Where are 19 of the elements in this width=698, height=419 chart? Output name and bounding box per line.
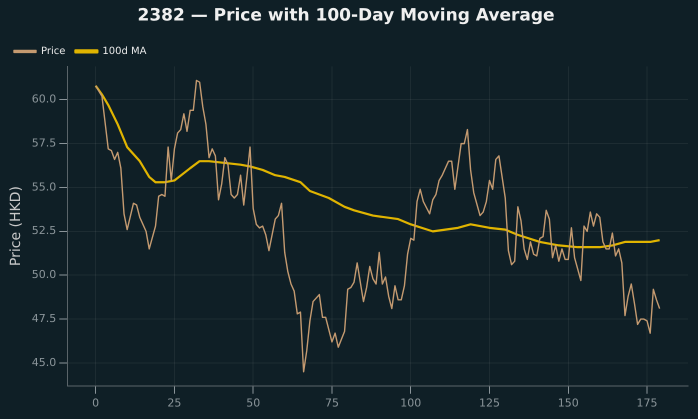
legend-label: 100d MA xyxy=(102,46,147,57)
x-tick-label: 150 xyxy=(558,396,579,410)
x-tick-label: 0 xyxy=(92,396,100,410)
x-tick-label: 175 xyxy=(636,396,658,410)
y-tick-label: 47.5 xyxy=(32,312,56,325)
x-tick-label: 75 xyxy=(324,396,339,410)
y-tick-label: 57.5 xyxy=(32,136,56,150)
x-tick-label: 25 xyxy=(167,396,182,410)
y-tick-label: 52.5 xyxy=(32,224,56,238)
y-tick-label: 55.0 xyxy=(32,180,56,194)
legend-label: Price xyxy=(41,46,66,57)
x-tick-label: 125 xyxy=(479,396,500,410)
chart-title: 2382 — Price with 100-Day Moving Average xyxy=(137,6,555,26)
x-tick-label: 50 xyxy=(246,396,260,410)
y-axis-title: Price (HKD) xyxy=(8,186,24,266)
x-tick-label: 100 xyxy=(400,396,422,410)
y-tick-label: 60.0 xyxy=(32,92,56,106)
y-tick-label: 45.0 xyxy=(32,356,56,369)
y-tick-label: 50.0 xyxy=(32,268,56,282)
